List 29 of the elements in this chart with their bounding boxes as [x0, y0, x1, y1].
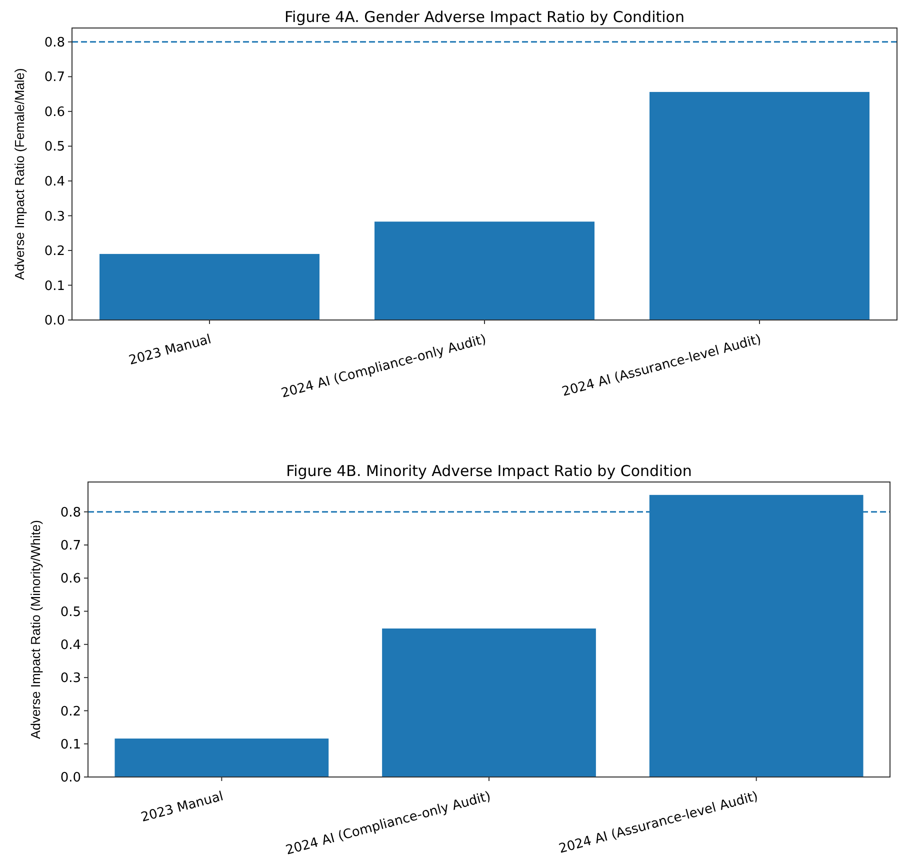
bar — [114, 738, 329, 777]
y-tick-label: 0.5 — [44, 140, 65, 155]
bar — [374, 222, 594, 320]
y-tick-label: 0.5 — [60, 604, 81, 620]
y-tick-label: 0.6 — [44, 104, 65, 120]
y-tick-label: 0.8 — [60, 505, 81, 520]
y-tick-label: 0.4 — [60, 638, 81, 653]
chart-title: Figure 4B. Minority Adverse Impact Ratio by Condition — [286, 462, 692, 480]
bar — [650, 92, 870, 320]
y-tick-label: 0.6 — [60, 572, 81, 587]
y-tick-label: 0.0 — [44, 314, 65, 329]
y-tick-label: 0.2 — [60, 704, 81, 720]
x-tick-label: 2023 Manual — [127, 332, 213, 369]
x-tick-label: 2023 Manual — [140, 789, 226, 826]
y-tick-label: 0.1 — [60, 737, 81, 752]
y-tick-label: 0.1 — [44, 278, 65, 294]
y-tick-label: 0.7 — [44, 70, 65, 86]
y-tick-label: 0.3 — [60, 671, 81, 686]
bar — [382, 628, 596, 777]
y-axis-title: Adverse Impact Ratio (Minority/White) — [28, 520, 43, 739]
y-tick-label: 0.7 — [60, 538, 81, 554]
y-tick-label: 0.3 — [44, 209, 65, 224]
bar — [100, 254, 320, 320]
y-tick-label: 0.4 — [44, 174, 65, 190]
y-axis-title: Adverse Impact Ratio (Female/Male) — [12, 68, 27, 280]
chart-title: Figure 4A. Gender Adverse Impact Ratio by Condition — [284, 8, 684, 26]
y-tick-label: 0.2 — [44, 244, 65, 260]
y-tick-label: 0.0 — [60, 770, 81, 786]
y-tick-label: 0.8 — [44, 35, 65, 50]
